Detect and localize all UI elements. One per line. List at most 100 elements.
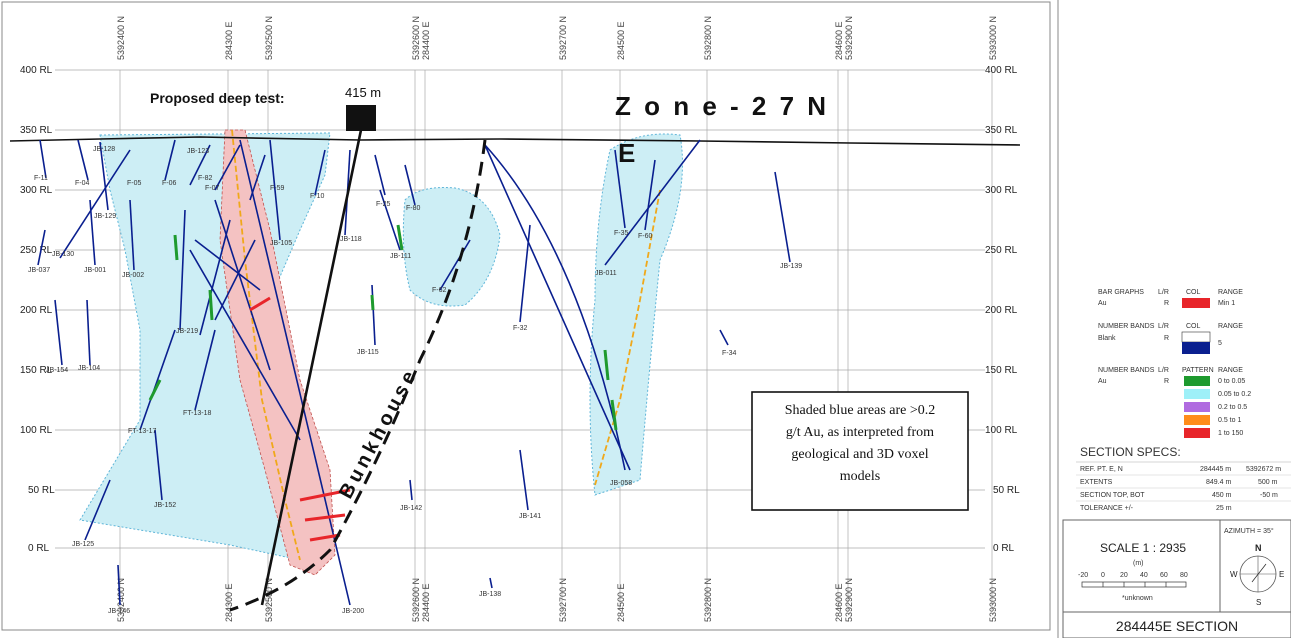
grid-label: 5392900 N bbox=[844, 578, 854, 622]
legend-swatch bbox=[1181, 331, 1211, 343]
legend-swatch bbox=[1184, 389, 1210, 399]
legend-swatch bbox=[1184, 376, 1210, 386]
section-specs: SECTION SPECS: REF. PT. E, N 284445 m 53… bbox=[1076, 445, 1291, 512]
spec-value: 284445 m bbox=[1200, 466, 1231, 473]
hole-label: JB-111 bbox=[390, 253, 411, 260]
rl-label: 200 RL bbox=[20, 305, 53, 316]
rl-label: 0 RL bbox=[28, 543, 50, 554]
spec-value: -50 m bbox=[1260, 492, 1278, 499]
legend-item: Min 1 bbox=[1218, 300, 1235, 307]
proposed-label: Proposed deep test: bbox=[150, 90, 285, 106]
legend-col: RANGE bbox=[1218, 289, 1243, 296]
grid-label: 284500 E bbox=[616, 21, 626, 60]
hole-label: JB-129 bbox=[94, 213, 116, 220]
hole-label: JB-142 bbox=[400, 505, 422, 512]
rl-label: 350 RL bbox=[985, 125, 1018, 136]
rl-label: 400 RL bbox=[20, 65, 53, 76]
spec-value: 500 m bbox=[1258, 479, 1278, 486]
hole-label: JB-118 bbox=[340, 236, 362, 243]
legend-swatch bbox=[1184, 402, 1210, 412]
grid-label: 284400 E bbox=[421, 21, 431, 60]
drill-trace bbox=[379, 189, 401, 251]
drill-trace bbox=[374, 154, 386, 196]
spec-key: REF. PT. E, N bbox=[1080, 466, 1123, 473]
grid-label: 5392500 N bbox=[264, 578, 274, 622]
rl-label: 50 RL bbox=[993, 485, 1020, 496]
drill-trace bbox=[314, 149, 326, 196]
legend-item: Blank bbox=[1098, 335, 1116, 342]
hole-label: JB-128 bbox=[93, 146, 115, 153]
grid-labels-top: 5392400 N 284300 E 5392500 N 5392600 N 2… bbox=[116, 16, 998, 60]
grid-label: 5392400 N bbox=[116, 16, 126, 60]
drill-trace bbox=[86, 299, 91, 366]
legend-title: BAR GRAPHS bbox=[1098, 289, 1144, 296]
legend-range: 0.05 to 0.2 bbox=[1218, 391, 1251, 398]
rl-label: 150 RL bbox=[985, 365, 1018, 376]
spec-key: TOLERANCE +/- bbox=[1080, 505, 1134, 512]
legend-col: L/R bbox=[1158, 367, 1169, 374]
drill-trace bbox=[519, 449, 529, 511]
scale-tick: 60 bbox=[1160, 572, 1168, 579]
rl-label: 300 RL bbox=[20, 185, 53, 196]
compass-n: N bbox=[1255, 543, 1262, 553]
note-line: models bbox=[840, 469, 880, 484]
grid-labels-bottom: 5392400 N 284300 E 5392500 N 5392600 N 2… bbox=[116, 578, 998, 622]
spec-value: 25 m bbox=[1216, 505, 1232, 512]
scale-box: SCALE 1 : 2935 (m) -20 0 20 40 60 80 *un… bbox=[1062, 519, 1291, 613]
shaded-zone-center bbox=[402, 187, 501, 307]
scale-tick: 20 bbox=[1120, 572, 1128, 579]
azimuth-arrow-icon bbox=[1251, 563, 1267, 583]
au-bars bbox=[249, 296, 351, 542]
azimuth-label: AZIMUTH = 35° bbox=[1224, 527, 1274, 535]
zone-label-e: E bbox=[618, 138, 635, 168]
drill-trace bbox=[77, 139, 89, 181]
rl-label: 350 RL bbox=[20, 125, 53, 136]
legend-item: 5 bbox=[1218, 340, 1222, 347]
grid-label: 284300 E bbox=[224, 21, 234, 60]
scale-footnote: *unknown bbox=[1122, 595, 1153, 602]
drill-trace bbox=[214, 239, 256, 321]
legend-item: Au bbox=[1098, 300, 1107, 307]
hole-label: JB-146 bbox=[108, 608, 130, 615]
grid-label: 5392800 N bbox=[703, 16, 713, 60]
spec-key: SECTION TOP, BOT bbox=[1080, 492, 1145, 499]
hole-label: JB-123 bbox=[187, 148, 209, 155]
rl-label: 150 RL bbox=[20, 365, 53, 376]
drill-trace bbox=[99, 141, 109, 211]
scale-tick: 0 bbox=[1101, 572, 1105, 579]
hole-label: F-35 bbox=[614, 230, 629, 237]
orange-trend-2 bbox=[594, 189, 661, 486]
surface-line bbox=[9, 136, 1021, 146]
legend-item: R bbox=[1164, 378, 1169, 385]
drill-trace bbox=[189, 144, 211, 186]
rl-label: 100 RL bbox=[985, 425, 1018, 436]
legend-number-bands-2: NUMBER BANDS L/R PATTERN RANGE Au R 0 to… bbox=[1098, 367, 1251, 438]
legend-bar-graphs: BAR GRAPHS L/R COL RANGE Au R Min 1 bbox=[1098, 289, 1243, 308]
drill-trace bbox=[774, 171, 791, 263]
drill-trace bbox=[39, 139, 47, 179]
grid-label: 5392700 N bbox=[558, 578, 568, 622]
legend-item: R bbox=[1164, 300, 1169, 307]
hole-labels: F-11 F-04 JB-128 F-05 F-06 JB-123 F-82 F… bbox=[28, 146, 802, 615]
legend-range: 0 to 0.05 bbox=[1218, 378, 1245, 385]
legend-col: PATTERN bbox=[1182, 367, 1214, 374]
hole-label: JB-125 bbox=[72, 541, 94, 548]
grid-label: 5393000 N bbox=[988, 16, 998, 60]
drill-trace bbox=[489, 577, 493, 589]
drill-trace bbox=[154, 429, 163, 501]
hole-label: JB-130 bbox=[52, 251, 74, 258]
grid-label: 5392800 N bbox=[703, 578, 713, 622]
hole-label: JB-011 bbox=[595, 270, 617, 277]
hole-label: F-25 bbox=[376, 201, 391, 208]
orange-trend-1 bbox=[231, 129, 301, 561]
hole-label: JB-058 bbox=[610, 480, 632, 487]
section-title-box bbox=[1062, 611, 1291, 639]
scale-unit: (m) bbox=[1133, 560, 1144, 567]
grid-label: 284600 E bbox=[834, 21, 844, 60]
hole-label: F-07 bbox=[205, 185, 220, 192]
hole-label: FT-13-17 bbox=[128, 428, 157, 435]
hole-label: JB-037 bbox=[28, 267, 50, 274]
hole-label: JB-105 bbox=[270, 240, 292, 247]
